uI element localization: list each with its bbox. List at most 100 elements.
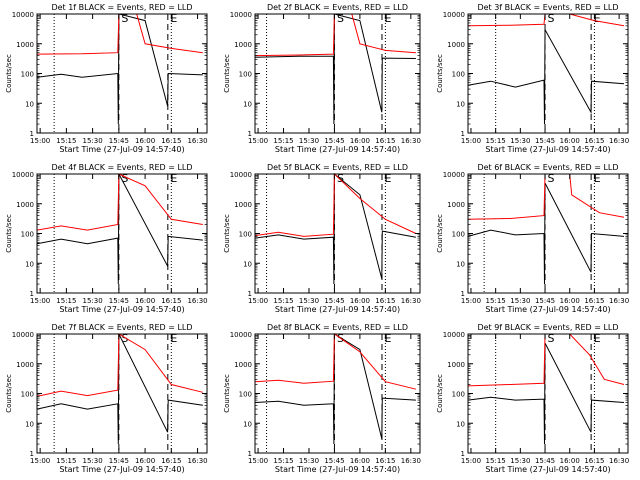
y-tick-label: 100 [239, 231, 252, 239]
plot-frame [467, 173, 629, 294]
end-marker-label: E [170, 332, 177, 345]
x-tick-label: 16:00 [135, 457, 155, 465]
y-tick-label: 100 [452, 391, 465, 399]
y-tick-label: 1000 [447, 201, 465, 209]
x-tick-label: 15:45 [109, 457, 129, 465]
y-tick-label: 1000 [447, 41, 465, 49]
y-tick-label: 10000 [230, 331, 252, 339]
x-tick-label: 16:15 [161, 137, 181, 145]
x-tick-label: 15:45 [535, 457, 555, 465]
series-line-events [467, 182, 625, 285]
x-tick-label: 16:15 [584, 137, 604, 145]
x-tick-label: 16:30 [609, 457, 629, 465]
series-line-events [36, 173, 203, 285]
x-tick-label: 16:00 [560, 457, 580, 465]
end-marker-label: E [170, 172, 177, 185]
y-axis-label: Counts/sec [436, 374, 444, 413]
plot-frame [254, 333, 421, 454]
x-tick-label: 15:30 [83, 137, 103, 145]
y-tick-label: 1 [461, 450, 465, 458]
start-marker-label: S [121, 332, 128, 345]
x-tick-label: 15:00 [461, 137, 481, 145]
y-tick-label: 1 [30, 290, 34, 298]
end-marker-label: E [594, 332, 601, 345]
series-line-events [254, 172, 416, 285]
y-tick-label: 1000 [447, 361, 465, 369]
series-line-events [467, 342, 625, 445]
y-tick-label: 10 [243, 420, 252, 428]
x-tick-label: 16:15 [584, 297, 604, 305]
y-tick-label: 1 [248, 450, 252, 458]
x-tick-label: 16:30 [187, 297, 207, 305]
y-tick-label: 10 [456, 260, 465, 268]
end-marker-label: E [594, 12, 601, 25]
y-tick-label: 10000 [12, 11, 34, 19]
x-tick-label: 15:30 [299, 297, 319, 305]
y-axis-label: Counts/sec [223, 54, 231, 93]
x-tick-label: 16:30 [187, 457, 207, 465]
x-tick-label: 16:15 [161, 297, 181, 305]
x-tick-label: 16:00 [560, 137, 580, 145]
series-line-lld [36, 173, 203, 231]
x-tick-label: 16:30 [609, 137, 629, 145]
y-tick-label: 10000 [443, 331, 465, 339]
y-tick-label: 10 [456, 100, 465, 108]
end-marker-label: E [384, 332, 391, 345]
x-tick-label: 16:30 [187, 137, 207, 145]
x-tick-label: 15:00 [248, 137, 268, 145]
x-tick-label: 15:45 [109, 137, 129, 145]
y-tick-label: 10 [243, 100, 252, 108]
end-marker-label: E [594, 172, 601, 185]
x-tick-label: 15:15 [56, 457, 76, 465]
chart-title: Det 7f BLACK = Events, RED = LLD [51, 323, 192, 332]
y-tick-label: 10 [25, 100, 34, 108]
series-line-events [254, 333, 416, 445]
x-tick-label: 15:30 [299, 137, 319, 145]
x-tick-label: 16:30 [609, 297, 629, 305]
y-tick-label: 10000 [12, 171, 34, 179]
y-tick-label: 10000 [230, 171, 252, 179]
plot-frame [467, 333, 629, 454]
plot-frame [254, 13, 421, 134]
x-tick-label: 15:45 [109, 297, 129, 305]
x-axis-label: Start Time (27-Jul-09 14:57:40) [59, 145, 184, 154]
y-axis-label: Counts/sec [5, 214, 13, 253]
y-tick-label: 100 [239, 391, 252, 399]
chart-title: Det 6f BLACK = Events, RED = LLD [477, 163, 618, 172]
y-tick-label: 1000 [16, 41, 34, 49]
series-line-lld [36, 333, 203, 397]
x-tick-label: 15:30 [83, 457, 103, 465]
series-line-lld [254, 172, 417, 237]
chart-title: Det 9f BLACK = Events, RED = LLD [477, 323, 618, 332]
x-tick-label: 15:30 [510, 137, 530, 145]
y-tick-label: 10 [25, 260, 34, 268]
x-tick-label: 15:15 [486, 457, 506, 465]
y-tick-label: 1 [461, 130, 465, 138]
x-tick-label: 15:15 [486, 137, 506, 145]
x-tick-label: 15:15 [56, 297, 76, 305]
y-axis-label: Counts/sec [223, 214, 231, 253]
y-tick-label: 1 [248, 130, 252, 138]
x-tick-label: 15:15 [486, 297, 506, 305]
series-line-lld [254, 333, 417, 390]
y-tick-label: 10 [25, 420, 34, 428]
y-tick-label: 1000 [234, 41, 252, 49]
x-tick-label: 15:45 [324, 457, 344, 465]
y-tick-label: 1 [30, 130, 34, 138]
x-tick-label: 15:45 [535, 137, 555, 145]
end-marker-label: E [384, 12, 391, 25]
y-tick-label: 100 [452, 231, 465, 239]
start-marker-label: S [548, 332, 555, 345]
y-tick-label: 1 [248, 290, 252, 298]
chart-title: Det 5f BLACK = Events, RED = LLD [267, 163, 408, 172]
x-tick-label: 15:30 [510, 297, 530, 305]
series-line-events [36, 333, 203, 445]
y-tick-label: 100 [452, 71, 465, 79]
x-tick-label: 15:45 [535, 297, 555, 305]
